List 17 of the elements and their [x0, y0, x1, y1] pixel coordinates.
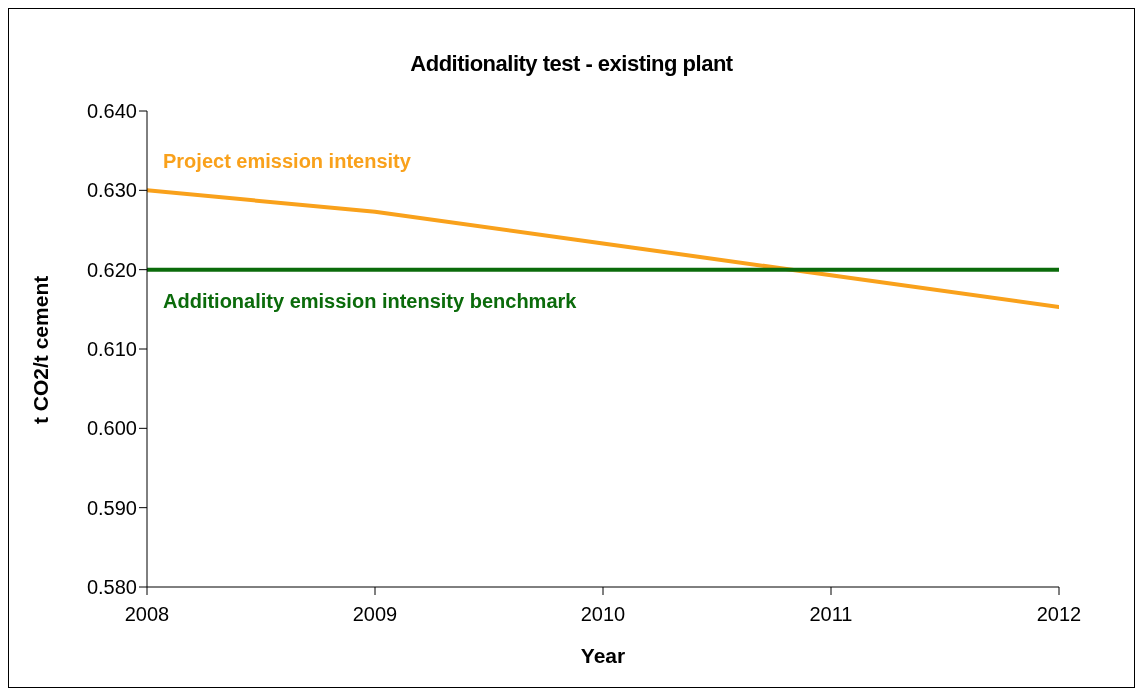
- y-axis-title: t CO2/t cement: [29, 275, 53, 424]
- x-tick-label: 2008: [124, 603, 170, 626]
- y-tick-label: 0.620: [86, 258, 137, 281]
- y-tick-label: 0.590: [86, 496, 137, 519]
- y-tick-label: 0.600: [86, 417, 137, 440]
- series-label: Additionality emission intensity benchmark: [163, 289, 578, 312]
- series-label: Project emission intensity: [163, 150, 412, 173]
- x-tick-label: 2009: [352, 603, 398, 626]
- chart-title: Additionality test - existing plant: [409, 51, 734, 77]
- y-tick-label: 0.640: [86, 100, 137, 123]
- y-tick-label: 0.610: [86, 338, 137, 361]
- x-tick-label: 2012: [1036, 603, 1082, 626]
- x-tick-label: 2010: [580, 603, 626, 626]
- y-tick-label: 0.630: [86, 179, 137, 202]
- x-tick-label: 2011: [809, 603, 853, 626]
- x-axis-title: Year: [580, 644, 626, 667]
- y-tick-label: 0.580: [86, 576, 137, 599]
